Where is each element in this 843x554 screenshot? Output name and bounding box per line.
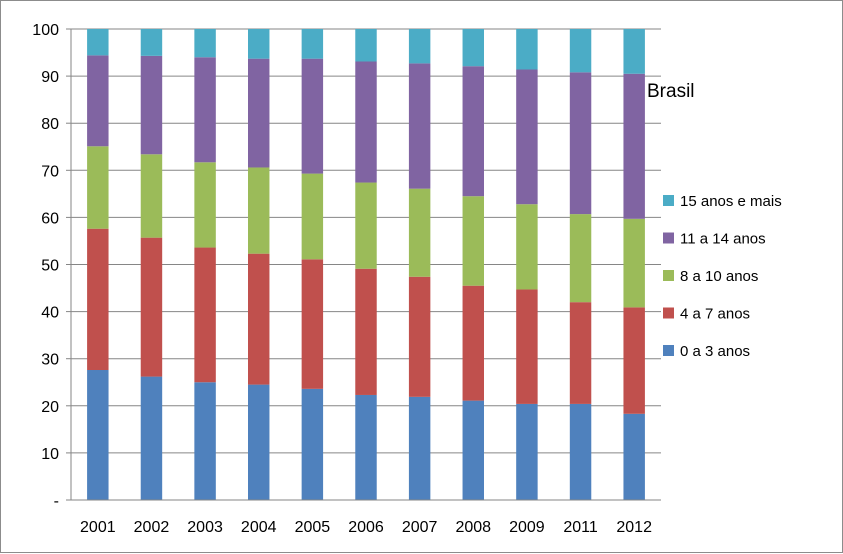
bar-segment: [248, 58, 270, 168]
legend-swatch: [663, 232, 674, 244]
bar-segment: [516, 403, 538, 500]
bar-segment: [408, 29, 431, 64]
bar-segment: [462, 400, 484, 500]
legend-swatch: [663, 307, 674, 319]
bar-segment: [87, 146, 109, 229]
bar-segment: [569, 302, 592, 404]
bar-segment: [301, 388, 324, 500]
bar-segment: [87, 370, 109, 500]
bar-segment: [248, 253, 270, 385]
bar-segment: [194, 162, 216, 248]
y-tick-label: 70: [41, 163, 59, 180]
bar-segment: [516, 289, 538, 404]
legend-swatch: [663, 270, 674, 281]
bar-segment: [140, 55, 163, 155]
bar-segment: [140, 154, 163, 238]
bar-segment: [194, 57, 216, 163]
legend-label: 4 a 7 anos: [680, 306, 750, 323]
x-tick-label: 2007: [402, 519, 438, 536]
bar-segment: [462, 66, 484, 197]
bar-segment: [623, 413, 645, 500]
x-tick-label: 2001: [80, 519, 116, 536]
x-tick-label: 2009: [509, 519, 545, 536]
y-tick-label: 60: [41, 210, 59, 227]
bar-segment: [355, 394, 377, 500]
bar-segment: [194, 382, 216, 500]
bar-segment: [462, 29, 484, 67]
legend: 15 anos e mais 11 a 14 anos 8 a 10 anos 4 a…: [663, 193, 782, 360]
legend-label: 0 a 3 anos: [680, 343, 750, 360]
bar-segment: [140, 237, 163, 377]
bar-segment: [301, 58, 324, 174]
y-tick-label: 30: [41, 352, 59, 369]
bar-segment: [140, 29, 163, 56]
y-tick-label: 100: [32, 22, 59, 39]
x-tick-label: 2002: [134, 519, 170, 536]
y-tick-label: 20: [41, 399, 59, 416]
bar-segment: [462, 196, 484, 286]
bar-segment: [569, 29, 592, 73]
legend-swatch: [663, 195, 674, 206]
bar-segment: [194, 247, 216, 383]
bar-segment: [516, 29, 538, 70]
bar-segment: [355, 268, 377, 395]
x-tick-label: 2004: [241, 519, 277, 536]
y-tick-label: 10: [41, 446, 59, 463]
legend-label: 11 a 14 anos: [680, 231, 766, 248]
bar-segment: [623, 73, 645, 219]
bar-segment: [408, 188, 431, 277]
bar-segment: [248, 167, 270, 254]
bar-segment: [248, 384, 270, 500]
bar-segment: [516, 204, 538, 290]
bar-segment: [355, 182, 377, 269]
bar-segment: [87, 55, 109, 147]
x-tick-label: 2005: [295, 519, 331, 536]
bar-segment: [462, 285, 484, 401]
bar-segment: [623, 29, 645, 74]
y-tick-label: 80: [41, 116, 59, 133]
x-tick-label: 2006: [348, 519, 384, 536]
bar-segment: [301, 173, 324, 260]
chart-title: Brasil: [647, 81, 695, 102]
bar-segment: [408, 276, 431, 397]
bar-segment: [355, 61, 377, 183]
bar-segment: [569, 403, 592, 500]
x-tick-label: 2012: [616, 519, 652, 536]
x-tick-label: 2003: [187, 519, 223, 536]
bar-segment: [140, 376, 163, 500]
bar-segment: [87, 228, 109, 371]
x-tick-label: 2011: [563, 519, 598, 536]
bar-segment: [623, 218, 645, 308]
bar-segment: [408, 63, 431, 189]
y-tick-label: 90: [41, 69, 59, 86]
bar-segment: [569, 214, 592, 303]
bar-segment: [516, 69, 538, 205]
bars: [87, 29, 645, 500]
bar-segment: [623, 307, 645, 414]
legend-label: 8 a 10 anos: [680, 268, 758, 285]
bar-segment: [248, 29, 270, 59]
legend-swatch: [663, 345, 674, 356]
x-tick-label: 2008: [455, 519, 491, 536]
bar-segment: [569, 72, 592, 215]
bar-segment: [194, 29, 216, 58]
y-tick-label: -: [54, 493, 59, 510]
legend-label: 15 anos e mais: [680, 193, 782, 210]
y-tick-label: 40: [41, 305, 59, 322]
axes: - 10 20 30 40 50 60 70 80 90 100 2001 2002 2003 2004 20…: [32, 22, 661, 536]
bar-segment: [355, 29, 377, 62]
bar-segment: [408, 396, 431, 500]
bar-segment: [301, 29, 324, 59]
bar-segment: [87, 29, 109, 56]
y-tick-label: 50: [41, 258, 59, 275]
bar-segment: [301, 259, 324, 389]
